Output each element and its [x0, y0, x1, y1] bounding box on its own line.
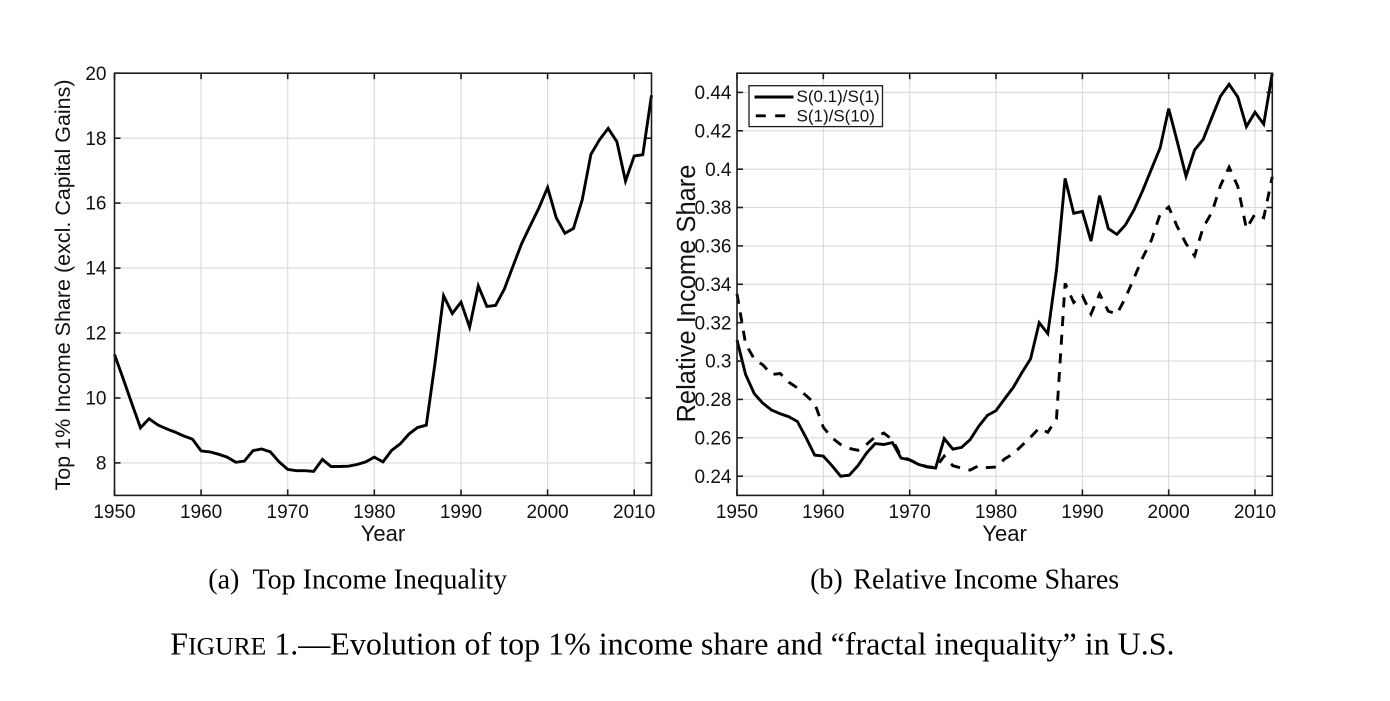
svg-text:10: 10: [85, 389, 106, 410]
svg-text:(b): (b): [810, 565, 843, 596]
svg-text:S(0.1)/S(1): S(0.1)/S(1): [797, 87, 880, 106]
svg-text:1950: 1950: [93, 502, 135, 523]
svg-text:2010: 2010: [1234, 502, 1276, 523]
svg-text:1990: 1990: [440, 502, 482, 523]
svg-text:FIGURE 1.—Evolution of top 1%: FIGURE 1.—Evolution of top 1% income sha…: [170, 626, 1174, 662]
svg-text:1960: 1960: [180, 502, 222, 523]
svg-text:2000: 2000: [526, 502, 568, 523]
svg-text:Year: Year: [361, 521, 405, 546]
svg-text:1980: 1980: [975, 502, 1017, 523]
svg-text:Relative Income Shares: Relative Income Shares: [853, 565, 1119, 596]
svg-text:1950: 1950: [716, 502, 758, 523]
svg-text:1970: 1970: [889, 502, 931, 523]
svg-text:(a): (a): [208, 565, 239, 596]
svg-text:16: 16: [85, 194, 106, 215]
svg-text:0.34: 0.34: [695, 275, 732, 296]
svg-text:0.4: 0.4: [705, 160, 732, 181]
svg-text:Year: Year: [982, 521, 1026, 546]
svg-text:0.44: 0.44: [695, 83, 732, 104]
svg-text:0.36: 0.36: [695, 237, 732, 258]
svg-text:1980: 1980: [353, 502, 395, 523]
svg-text:8: 8: [96, 454, 107, 475]
svg-text:0.28: 0.28: [695, 390, 732, 411]
svg-text:Top Income Inequality: Top Income Inequality: [253, 565, 508, 596]
svg-text:Top 1% Income Share (excl. Cap: Top 1% Income Share (excl. Capital Gains…: [51, 79, 75, 490]
svg-text:0.38: 0.38: [695, 198, 732, 219]
svg-text:2000: 2000: [1148, 502, 1190, 523]
svg-text:1990: 1990: [1061, 502, 1103, 523]
svg-text:12: 12: [85, 324, 106, 345]
svg-text:2010: 2010: [613, 502, 655, 523]
svg-text:0.32: 0.32: [695, 313, 732, 334]
svg-text:1960: 1960: [802, 502, 844, 523]
svg-text:18: 18: [85, 129, 106, 150]
svg-text:0.26: 0.26: [695, 428, 732, 449]
svg-text:0.3: 0.3: [705, 352, 731, 373]
svg-text:0.24: 0.24: [695, 467, 732, 488]
svg-text:0.42: 0.42: [695, 121, 732, 142]
svg-text:14: 14: [85, 259, 107, 280]
svg-text:20: 20: [85, 64, 106, 85]
svg-text:1970: 1970: [267, 502, 309, 523]
svg-text:Relative Income Share: Relative Income Share: [673, 165, 701, 423]
svg-text:S(1)/S(10): S(1)/S(10): [797, 106, 875, 125]
